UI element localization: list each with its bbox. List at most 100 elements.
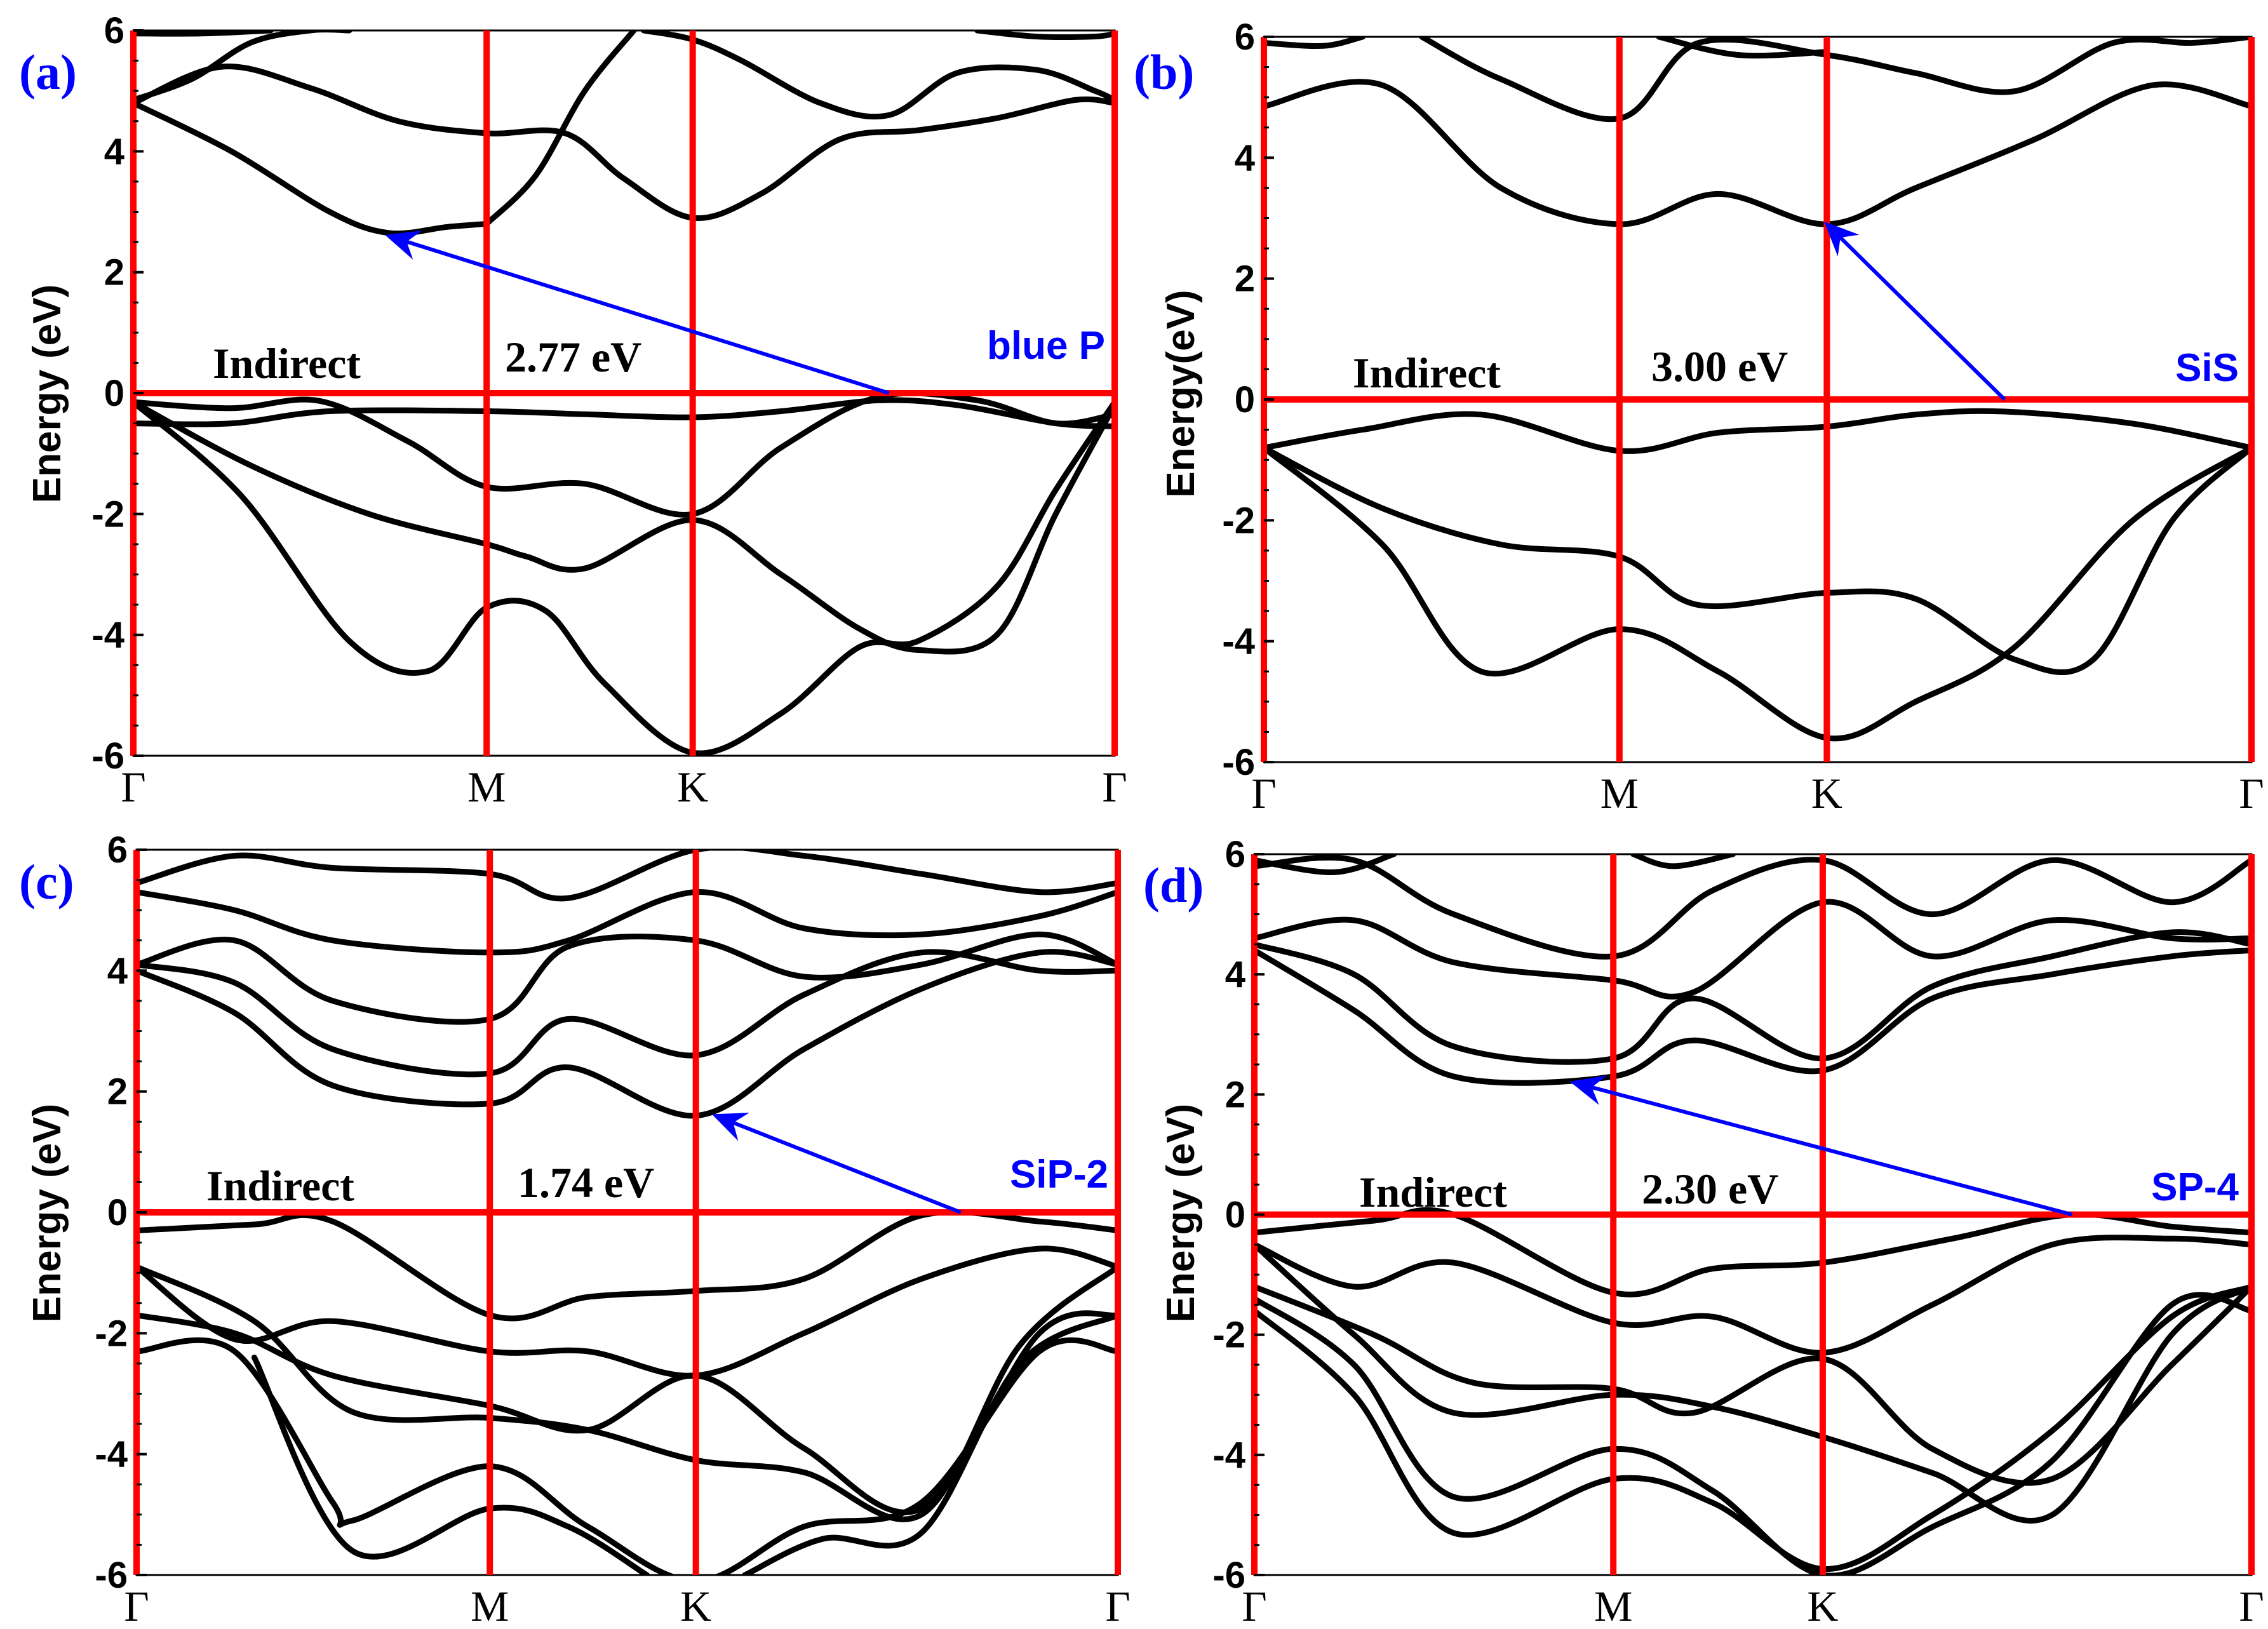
kpoint-label: K xyxy=(680,1582,711,1629)
y-tick-label: 4 xyxy=(1235,137,1255,178)
band-line-6 xyxy=(1264,37,1365,50)
kpoint-label: M xyxy=(467,763,506,811)
y-tick-label: -6 xyxy=(1212,1555,1245,1596)
kpoint-label: Γ xyxy=(1251,769,1276,817)
y-tick-label: 0 xyxy=(104,373,124,414)
y-axis-label: Energy(eV) xyxy=(1159,290,1203,497)
y-tick-label: 6 xyxy=(1225,834,1245,875)
kpoint-label: Γ xyxy=(1242,1582,1266,1629)
y-tick-label: 6 xyxy=(104,10,124,51)
bands xyxy=(1264,37,2251,742)
band-line-7 xyxy=(1254,947,2251,1086)
band-line-5 xyxy=(133,100,490,237)
kpoint-label: M xyxy=(1600,769,1639,817)
band-line-2 xyxy=(1264,445,2251,675)
panel-a: -6 -4 -2 0 2 4 6 Γ M K Γ Energy (eV) xyxy=(25,10,1127,811)
band-gap-value: 3.00 eV xyxy=(1651,342,1788,391)
gap-type-label: Indirect xyxy=(206,1162,354,1210)
band-line-10 xyxy=(137,931,1118,1025)
panel-label: (c) xyxy=(19,854,74,909)
band-line-3 xyxy=(1264,408,2251,454)
kpoint-label: K xyxy=(677,763,708,811)
y-axis-label: Energy (eV) xyxy=(25,285,69,504)
band-line-12 xyxy=(137,850,1118,902)
band-line-11 xyxy=(1254,854,1397,875)
y-tick-label: -4 xyxy=(1222,621,1255,662)
band-line-7 xyxy=(742,1312,1118,1575)
band-line-2 xyxy=(1254,1235,2251,1356)
kpoint-label: K xyxy=(1811,769,1842,817)
gap-arrow xyxy=(711,1113,962,1214)
y-tick-label: -2 xyxy=(91,493,124,535)
band-line-4 xyxy=(1264,79,2251,227)
y-tick-label: 0 xyxy=(1235,379,1255,420)
y-tick-label: 2 xyxy=(104,252,124,293)
panel-d: -6 -4 -2 0 2 4 6 Γ M K Γ Energy (eV) xyxy=(1159,834,2264,1629)
y-tick-label: 4 xyxy=(107,950,128,991)
y-tick-label: -6 xyxy=(95,1555,128,1596)
y-tick-label: 2 xyxy=(107,1071,128,1113)
band-gap-value: 2.30 eV xyxy=(1642,1165,1778,1213)
gap-type-label: Indirect xyxy=(1353,349,1501,397)
kpoint-label: Γ xyxy=(2239,769,2264,817)
band-gap-value: 2.77 eV xyxy=(505,333,641,381)
y-tick-label: -2 xyxy=(1212,1315,1245,1356)
y-axis-label: Energy (eV) xyxy=(1159,1104,1203,1323)
y-tick-label: -4 xyxy=(91,615,124,656)
band-line-11 xyxy=(974,30,1115,40)
band-line-8 xyxy=(133,30,352,103)
band-line-6 xyxy=(251,1354,650,1575)
panel-label: (b) xyxy=(1134,44,1194,100)
y-tick-label: -4 xyxy=(95,1434,128,1475)
band-line-1 xyxy=(1264,445,2251,742)
band-line-5 xyxy=(1254,1292,2251,1575)
y-tick-label: 0 xyxy=(1225,1195,1245,1236)
kpoint-label: K xyxy=(1807,1582,1838,1629)
band-line-6 xyxy=(483,30,637,227)
y-tick-label: 6 xyxy=(1235,17,1255,58)
y-tick-label: -6 xyxy=(91,735,124,777)
band-line-9 xyxy=(1254,899,2251,1000)
band-line-6 xyxy=(1254,1284,2251,1572)
material-label: SiP-2 xyxy=(1010,1153,1108,1197)
kpoint-label: Γ xyxy=(124,1582,149,1629)
gap-arrow xyxy=(384,231,890,395)
kpoint-label: Γ xyxy=(1105,1582,1130,1629)
kpoint-label: Γ xyxy=(1102,763,1127,811)
y-tick-label: 4 xyxy=(1225,954,1245,995)
y-tick-label: 2 xyxy=(1235,258,1255,300)
band-line-5 xyxy=(1419,37,2251,123)
band-line-1 xyxy=(133,399,1115,756)
y-tick-label: 2 xyxy=(1225,1074,1245,1115)
band-gap-value: 1.74 eV xyxy=(518,1158,654,1207)
band-line-4 xyxy=(133,397,1115,429)
y-tick-label: 0 xyxy=(107,1192,128,1233)
bands xyxy=(137,850,1118,1575)
band-line-9 xyxy=(640,30,1115,120)
y-tick-label: -2 xyxy=(1222,500,1255,541)
kpoint-label: M xyxy=(471,1582,509,1629)
band-line-8 xyxy=(137,949,1118,1119)
material-label: SiS xyxy=(2175,346,2239,390)
bands xyxy=(133,30,1115,756)
material-label: SP-4 xyxy=(2151,1165,2239,1209)
band-line-5 xyxy=(137,1337,1118,1575)
band-line-10 xyxy=(133,30,274,37)
kpoint-label: Γ xyxy=(2239,1582,2264,1629)
panel-c: -6 -4 -2 0 2 4 6 Γ M K Γ Energy (eV) xyxy=(25,829,1131,1629)
panel-label: (d) xyxy=(1143,857,1204,913)
y-tick-label: 6 xyxy=(107,829,128,871)
kpoint-label: M xyxy=(1594,1582,1632,1629)
y-tick-label: 4 xyxy=(104,131,124,172)
y-tick-label: -6 xyxy=(1222,742,1255,783)
kpoint-label: Γ xyxy=(121,763,145,811)
band-line-3 xyxy=(133,390,1115,518)
panel-label: (a) xyxy=(19,44,77,100)
panel-b: -6 -4 -2 0 2 4 6 Γ M K Γ Energy(eV) xyxy=(1159,17,2264,817)
gap-arrow xyxy=(1824,221,2006,401)
y-tick-label: -4 xyxy=(1212,1435,1245,1476)
y-axis-label: Energy (eV) xyxy=(25,1104,69,1323)
gap-type-label: Indirect xyxy=(1359,1168,1507,1216)
gap-type-label: Indirect xyxy=(213,339,361,387)
